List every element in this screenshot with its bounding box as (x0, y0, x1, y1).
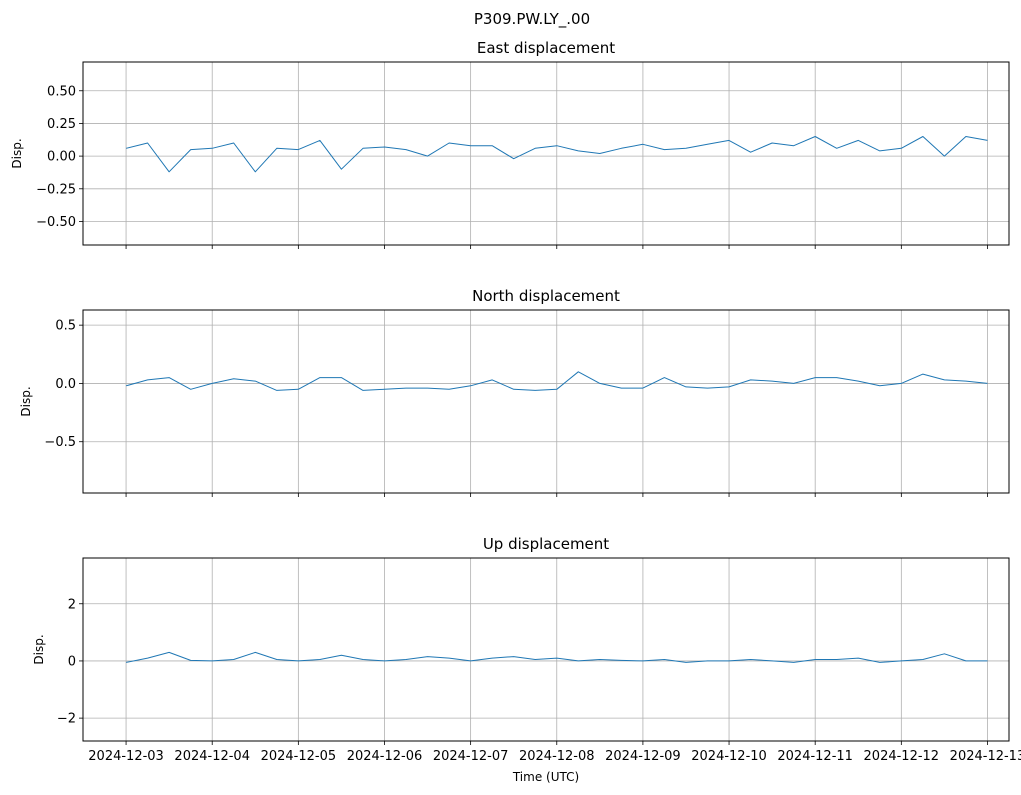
x-tick-label: 2024-12-07 (433, 749, 509, 764)
y-tick-label: −0.5 (44, 435, 76, 450)
y-tick-label: 2 (68, 597, 76, 612)
y-tick-label: 0.25 (47, 117, 76, 132)
panel-title: North displacement (472, 287, 620, 305)
x-tick-label: 2024-12-13 (950, 749, 1021, 764)
x-tick-label: 2024-12-12 (864, 749, 940, 764)
panel-1: −0.50 −0.25 0.00 0.25 0.50 East displacement D… (10, 39, 1010, 249)
y-tick-label: 0.5 (55, 319, 76, 334)
panel-2: −0.5 0.0 0.5 North displacement Disp. (19, 287, 1010, 497)
x-axis-label: Time (UTC) (512, 770, 579, 784)
y-tick-label: 0.0 (55, 377, 76, 392)
x-tick-label: 2024-12-09 (605, 749, 681, 764)
x-tick-label: 2024-12-05 (261, 749, 337, 764)
panel-title: East displacement (477, 39, 615, 57)
series-line (126, 651, 988, 663)
y-tick-label: −0.50 (36, 215, 76, 230)
x-tick-label: 2024-12-10 (691, 749, 767, 764)
series-line (125, 136, 988, 173)
plot-frame (82, 309, 1010, 494)
y-tick-label: 0 (68, 654, 76, 669)
x-tick-label: 2024-12-11 (777, 749, 853, 764)
x-tick-label: 2024-12-03 (88, 749, 164, 764)
y-tick-label: −2 (57, 712, 76, 727)
x-tick-label: 2024-12-06 (347, 749, 423, 764)
y-tick-label: 0.50 (47, 84, 76, 99)
figure-title: P309.PW.LY_.00 (474, 10, 590, 29)
panel-3: 2024-12-03 2024-12-04 2024-12-05 2024-12-06… (32, 535, 1021, 764)
y-axis-label: Disp. (32, 634, 46, 664)
x-tick-label: 2024-12-08 (519, 749, 595, 764)
y-axis-label: Disp. (19, 386, 33, 416)
x-tick-label: 2024-12-04 (174, 749, 250, 764)
plot-frame (82, 61, 1010, 246)
plot-frame (82, 557, 1010, 742)
y-axis-label: Disp. (10, 138, 24, 168)
panel-title: Up displacement (483, 535, 609, 553)
y-tick-label: 0.00 (47, 150, 76, 165)
y-tick-label: −0.25 (36, 182, 76, 197)
series-line (125, 371, 988, 391)
